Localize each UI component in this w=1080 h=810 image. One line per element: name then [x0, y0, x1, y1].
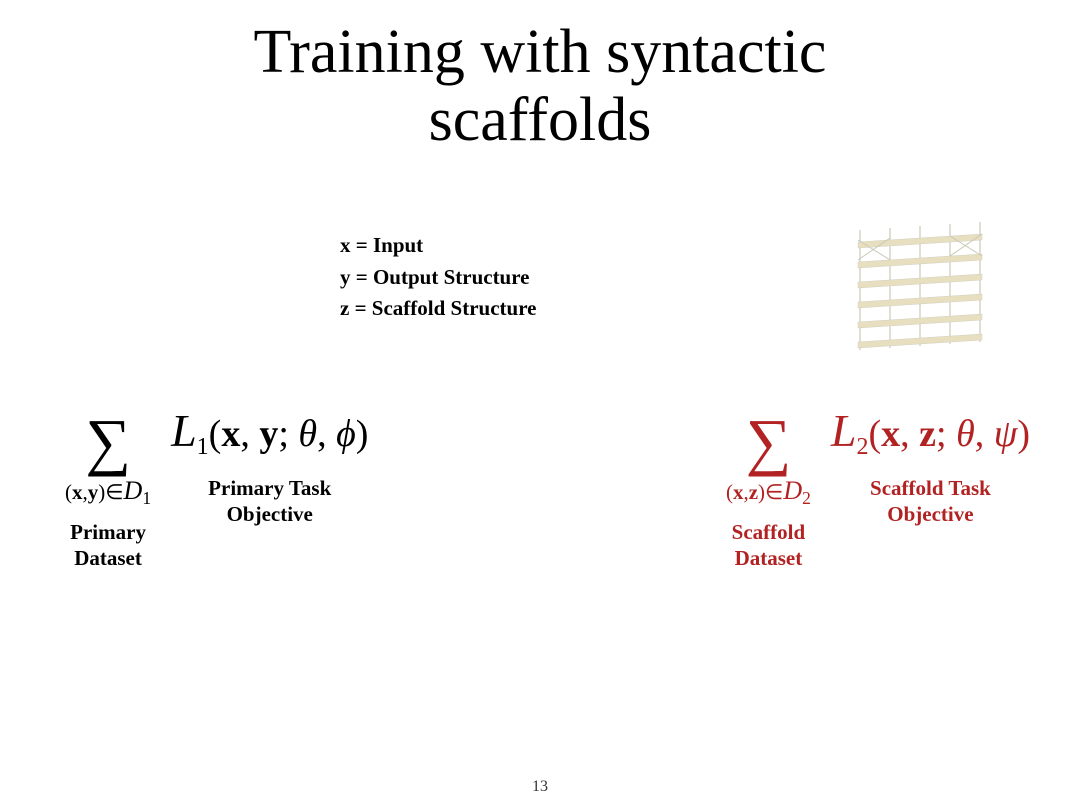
primary-sigma: ∑	[85, 410, 131, 474]
scaffold-loss-column: L2(x, z; θ, ψ) Scaffold Task Objective	[831, 404, 1030, 528]
scaffold-task-label: Scaffold Task Objective	[870, 475, 991, 528]
scaffold-sum-domain: (x,z)∈D2	[726, 476, 811, 509]
scaffold-sigma: ∑	[746, 410, 792, 474]
legend-z: z = Scaffold Structure	[340, 293, 536, 325]
title-line-2: scaffolds	[429, 86, 652, 154]
page-number: 13	[0, 778, 1080, 796]
primary-task-label: Primary Task Objective	[208, 475, 331, 528]
legend-x: x = Input	[340, 230, 536, 262]
scaffold-sum-column: ∑ (x,z)∈D2 Scaffold Dataset	[726, 410, 811, 572]
formula-row: ∑ (x,y)∈D1 Primary Dataset L1(x, y; θ, ϕ…	[0, 410, 1080, 572]
slide: Training with syntactic scaffolds x = In…	[0, 0, 1080, 810]
title-line-1: Training with syntactic	[254, 18, 827, 86]
scaffold-dataset-label: Scaffold Dataset	[732, 519, 806, 572]
scaffold-image	[840, 220, 1010, 360]
scaffold-formula-block: ∑ (x,z)∈D2 Scaffold Dataset L2(x, z; θ, …	[726, 410, 1030, 572]
primary-sum-domain: (x,y)∈D1	[65, 476, 151, 509]
primary-dataset-label: Primary Dataset	[70, 519, 146, 572]
primary-loss-expression: L1(x, y; θ, ϕ)	[171, 404, 368, 461]
slide-title: Training with syntactic scaffolds	[0, 0, 1080, 154]
primary-loss-column: L1(x, y; θ, ϕ) Primary Task Objective	[171, 404, 368, 528]
variable-legend: x = Input y = Output Structure z = Scaff…	[340, 230, 536, 325]
primary-sum-column: ∑ (x,y)∈D1 Primary Dataset	[65, 410, 151, 572]
scaffold-loss-expression: L2(x, z; θ, ψ)	[831, 404, 1030, 461]
legend-y: y = Output Structure	[340, 262, 536, 294]
primary-formula-block: ∑ (x,y)∈D1 Primary Dataset L1(x, y; θ, ϕ…	[65, 410, 368, 572]
